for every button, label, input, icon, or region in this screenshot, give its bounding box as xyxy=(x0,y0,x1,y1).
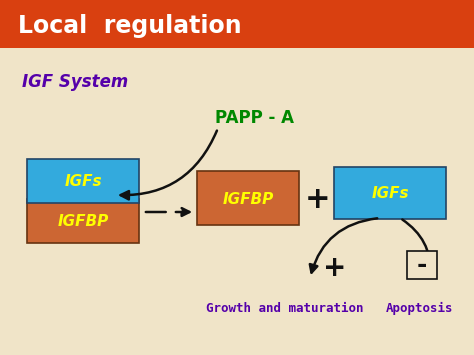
FancyArrowPatch shape xyxy=(120,131,217,200)
Text: Growth and maturation: Growth and maturation xyxy=(206,301,364,315)
Text: IGFBP: IGFBP xyxy=(57,214,109,229)
Text: IGF System: IGF System xyxy=(22,73,128,91)
FancyArrowPatch shape xyxy=(310,218,377,273)
Text: +: + xyxy=(323,254,346,282)
FancyArrowPatch shape xyxy=(146,208,190,216)
FancyBboxPatch shape xyxy=(27,159,139,203)
Text: IGFs: IGFs xyxy=(371,186,409,202)
Bar xyxy=(0,0,474,48)
FancyBboxPatch shape xyxy=(407,251,437,279)
Text: Apoptosis: Apoptosis xyxy=(386,301,454,315)
Text: PAPP - A: PAPP - A xyxy=(215,109,294,127)
Text: -: - xyxy=(417,253,427,277)
FancyBboxPatch shape xyxy=(334,167,446,219)
Text: IGFBP: IGFBP xyxy=(222,191,273,207)
Text: Local  regulation: Local regulation xyxy=(18,14,242,38)
FancyBboxPatch shape xyxy=(27,199,139,243)
FancyArrowPatch shape xyxy=(402,219,435,272)
Text: IGFs: IGFs xyxy=(64,175,102,190)
FancyBboxPatch shape xyxy=(197,171,299,225)
Text: +: + xyxy=(305,186,331,214)
